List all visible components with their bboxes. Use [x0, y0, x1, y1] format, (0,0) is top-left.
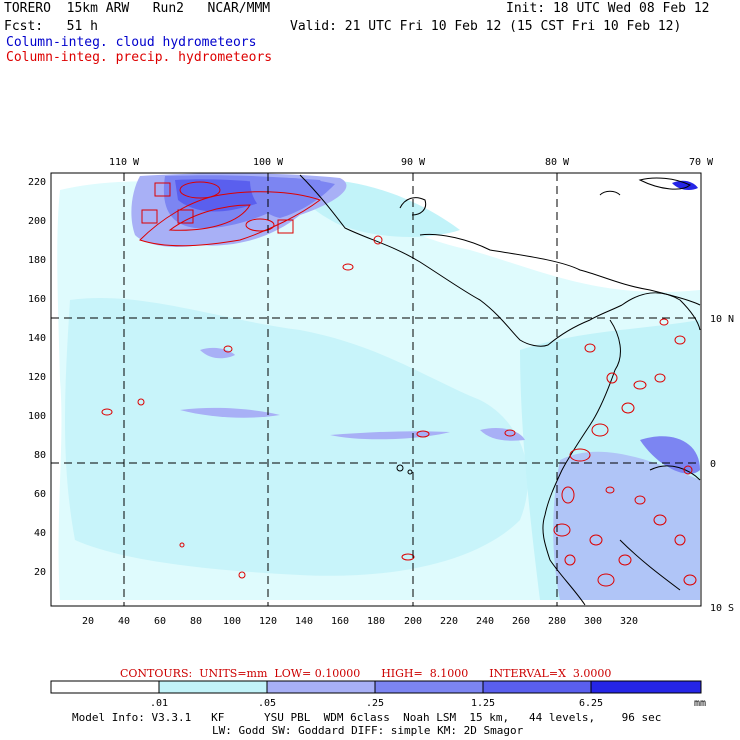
colorbar-segment: [266, 680, 376, 694]
lat-label: 10 N: [710, 314, 734, 325]
x-tick: 80: [190, 616, 202, 627]
legend-cloud: Column-integ. cloud hydrometeors: [6, 35, 257, 50]
valid-time: Valid: 21 UTC Fri 10 Feb 12 (15 CST Fri …: [290, 19, 682, 34]
x-tick: 220: [440, 616, 458, 627]
colorbar-label: 1.25: [471, 698, 495, 709]
lat-label: 10 S: [710, 603, 734, 614]
legend-precip: Column-integ. precip. hydrometeors: [6, 50, 273, 65]
y-tick: 180: [28, 255, 46, 266]
colorbar-segment: [374, 680, 484, 694]
x-tick: 60: [154, 616, 166, 627]
colorbar-unit: mm: [694, 698, 706, 709]
x-axis-ticks: 20 40 60 80 100 120 140 160 180 200 220 …: [82, 616, 638, 627]
cloud-field: [57, 173, 701, 606]
lat-lon-grid: [51, 173, 701, 606]
colorbar-segment: [482, 680, 592, 694]
colorbar-label: .25: [366, 698, 384, 709]
x-tick: 240: [476, 616, 494, 627]
x-tick: 320: [620, 616, 638, 627]
lat-labels: 10 N 0 10 S: [710, 314, 734, 614]
colorbar-segment: [158, 680, 268, 694]
x-tick: 100: [223, 616, 241, 627]
y-tick: 120: [28, 372, 46, 383]
forecast-hour: Fcst: 51 h: [4, 19, 98, 34]
y-tick: 60: [34, 489, 46, 500]
x-tick: 300: [584, 616, 602, 627]
colorbar-labels: .01 .05 .25 1.25 6.25 mm: [150, 698, 706, 709]
lon-label: 100 W: [253, 157, 284, 168]
lat-label: 0: [710, 459, 716, 470]
y-axis-ticks: 220 200 180 160 140 120 100 80 60 40 20: [28, 177, 46, 578]
y-tick: 40: [34, 528, 46, 539]
model-title: TORERO 15km ARW Run2 NCAR/MMM: [4, 1, 271, 16]
coastlines: [299, 174, 701, 606]
physics-info: LW: Godd SW: Goddard DIFF: simple KM: 2D…: [212, 724, 524, 737]
x-tick: 40: [118, 616, 130, 627]
colorbar-label: .01: [150, 698, 168, 709]
lon-label: 110 W: [109, 157, 140, 168]
precip-contours: [101, 181, 697, 587]
lon-labels: 110 W 100 W 90 W 80 W 70 W: [109, 157, 714, 168]
init-time: Init: 18 UTC Wed 08 Feb 12: [506, 1, 710, 16]
map-panel: [50, 172, 702, 607]
x-tick: 20: [82, 616, 94, 627]
x-tick: 120: [259, 616, 277, 627]
y-tick: 20: [34, 567, 46, 578]
lon-label: 90 W: [401, 157, 426, 168]
x-tick: 140: [295, 616, 313, 627]
y-tick: 80: [34, 450, 46, 461]
colorbar-label: 6.25: [579, 698, 603, 709]
y-tick: 220: [28, 177, 46, 188]
y-tick: 100: [28, 411, 46, 422]
colorbar: [50, 680, 702, 694]
model-info: Model Info: V3.3.1 KF YSU PBL WDM 6class…: [72, 711, 662, 724]
x-tick: 180: [367, 616, 385, 627]
y-tick: 160: [28, 294, 46, 305]
colorbar-label: .05: [258, 698, 276, 709]
x-tick: 280: [548, 616, 566, 627]
colorbar-segment: [590, 680, 702, 694]
colorbar-segment: [50, 680, 160, 694]
lon-label: 70 W: [689, 157, 714, 168]
x-tick: 160: [331, 616, 349, 627]
lon-label: 80 W: [545, 157, 570, 168]
y-tick: 200: [28, 216, 46, 227]
x-tick: 260: [512, 616, 530, 627]
contour-info: CONTOURS: UNITS=mm LOW= 0.10000 HIGH= 8.…: [120, 667, 612, 680]
y-tick: 140: [28, 333, 46, 344]
x-tick: 200: [404, 616, 422, 627]
